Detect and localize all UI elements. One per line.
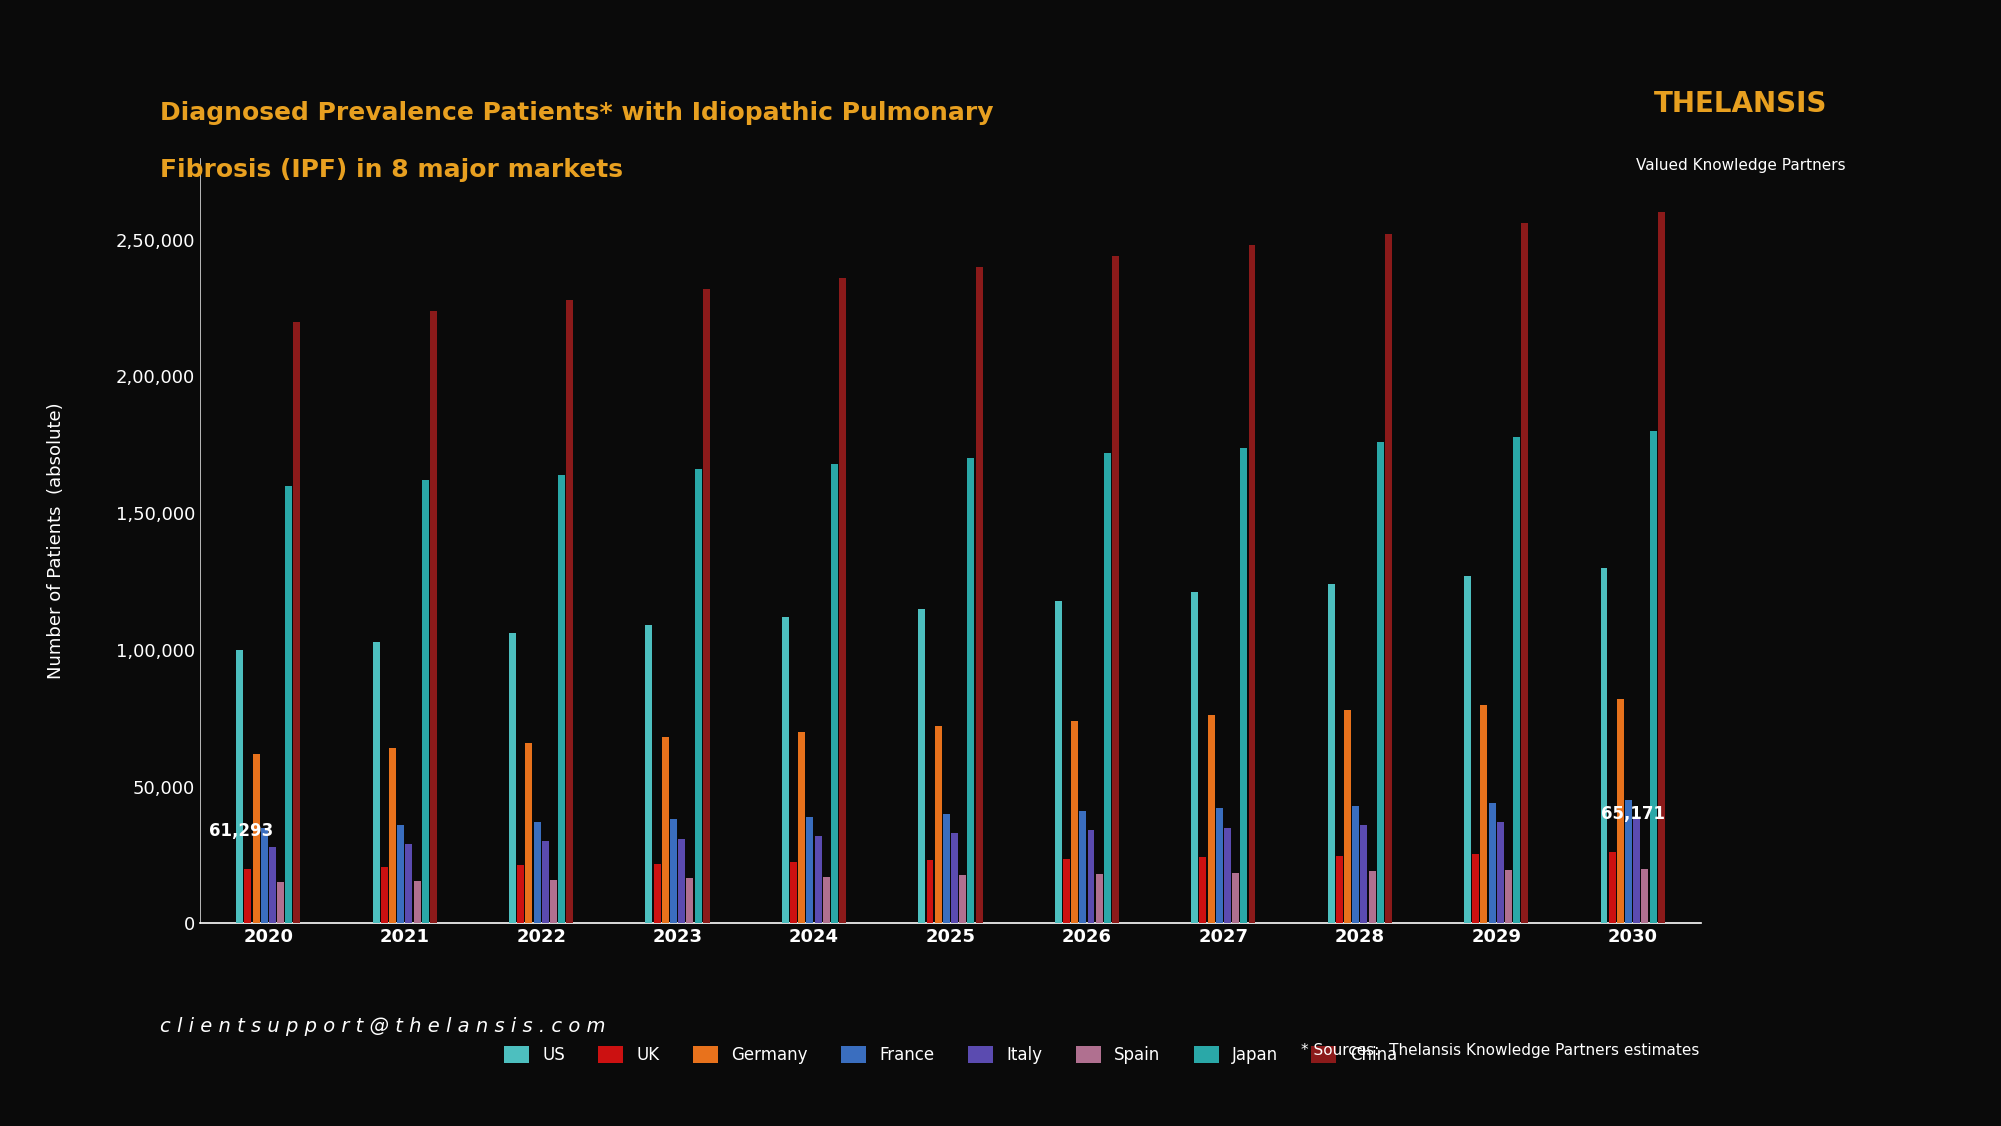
Bar [646, 625, 652, 923]
Bar [422, 481, 428, 923]
Bar [966, 458, 974, 923]
Bar [1609, 852, 1615, 923]
Bar [1217, 808, 1223, 923]
Bar [1513, 437, 1521, 923]
Bar [976, 267, 982, 923]
Bar [516, 866, 524, 923]
Bar [1649, 431, 1657, 923]
Bar [1055, 600, 1063, 923]
Bar [790, 863, 796, 923]
Bar [950, 833, 958, 923]
Bar [1473, 854, 1479, 923]
Bar [830, 464, 838, 923]
Bar [1087, 830, 1095, 923]
Bar [1497, 822, 1505, 923]
Bar [822, 877, 830, 923]
Bar [1361, 825, 1367, 923]
Bar [918, 609, 924, 923]
Bar [814, 835, 822, 923]
Bar [534, 822, 540, 923]
Bar [798, 732, 804, 923]
Bar [1657, 213, 1665, 923]
Bar [1207, 715, 1215, 923]
Bar [550, 879, 556, 923]
Bar [934, 726, 942, 923]
Text: 65,171: 65,171 [1601, 805, 1665, 823]
Bar [414, 881, 420, 923]
Y-axis label: Number of Patients  (absolute): Number of Patients (absolute) [48, 402, 66, 679]
Bar [396, 825, 404, 923]
Bar [252, 753, 260, 923]
Bar [1327, 584, 1335, 923]
Bar [1369, 872, 1375, 923]
Bar [1233, 873, 1239, 923]
Bar [958, 876, 966, 923]
Bar [1249, 245, 1255, 923]
Bar [1385, 234, 1393, 923]
Bar [806, 816, 814, 923]
Bar [526, 743, 532, 923]
Bar [1225, 828, 1231, 923]
Bar [1063, 859, 1071, 923]
Bar [1113, 256, 1119, 923]
Bar [1337, 856, 1343, 923]
Text: c l i e n t s u p p o r t @ t h e l a n s i s . c o m: c l i e n t s u p p o r t @ t h e l a n … [160, 1017, 606, 1036]
Bar [1345, 711, 1351, 923]
Text: * Sources:  Thelansis Knowledge Partners estimates: * Sources: Thelansis Knowledge Partners … [1301, 1044, 1699, 1058]
Bar [1071, 721, 1079, 923]
Bar [1641, 868, 1649, 923]
Text: 61,293: 61,293 [208, 822, 274, 840]
Bar [1617, 699, 1625, 923]
Bar [294, 322, 300, 923]
Bar [406, 844, 412, 923]
Bar [702, 289, 710, 923]
Bar [1353, 806, 1359, 923]
Bar [260, 828, 268, 923]
Bar [1079, 811, 1087, 923]
Bar [268, 847, 276, 923]
Bar [1625, 801, 1633, 923]
Bar [1097, 874, 1103, 923]
Bar [838, 278, 846, 923]
Bar [1633, 820, 1641, 923]
Bar [678, 839, 684, 923]
Bar [236, 650, 244, 923]
Bar [926, 860, 934, 923]
Bar [782, 617, 788, 923]
Text: Diagnosed Prevalence Patients* with Idiopathic Pulmonary: Diagnosed Prevalence Patients* with Idio… [160, 101, 994, 125]
Bar [1191, 592, 1199, 923]
Bar [662, 738, 668, 923]
Bar [1521, 223, 1529, 923]
Bar [388, 749, 396, 923]
Bar [1505, 870, 1513, 923]
Bar [1601, 568, 1607, 923]
Text: Valued Knowledge Partners: Valued Knowledge Partners [1637, 158, 1845, 172]
Bar [1377, 443, 1385, 923]
Bar [542, 841, 548, 923]
Bar [1481, 705, 1487, 923]
Bar [276, 883, 284, 923]
Legend: US, UK, Germany, France, Italy, Spain, Japan, China: US, UK, Germany, France, Italy, Spain, J… [496, 1039, 1405, 1071]
Bar [1105, 453, 1111, 923]
Bar [372, 642, 380, 923]
Bar [566, 300, 574, 923]
Bar [380, 867, 388, 923]
Bar [1241, 447, 1247, 923]
Text: THELANSIS: THELANSIS [1655, 90, 1827, 118]
Bar [1199, 857, 1207, 923]
Bar [654, 864, 660, 923]
Bar [942, 814, 950, 923]
Bar [508, 634, 516, 923]
Bar [558, 475, 564, 923]
Bar [1489, 803, 1495, 923]
Bar [694, 470, 702, 923]
Bar [244, 868, 252, 923]
Bar [286, 485, 292, 923]
Text: Fibrosis (IPF) in 8 major markets: Fibrosis (IPF) in 8 major markets [160, 158, 622, 181]
Bar [686, 878, 694, 923]
Bar [1465, 577, 1471, 923]
Bar [430, 311, 436, 923]
Bar [670, 820, 676, 923]
